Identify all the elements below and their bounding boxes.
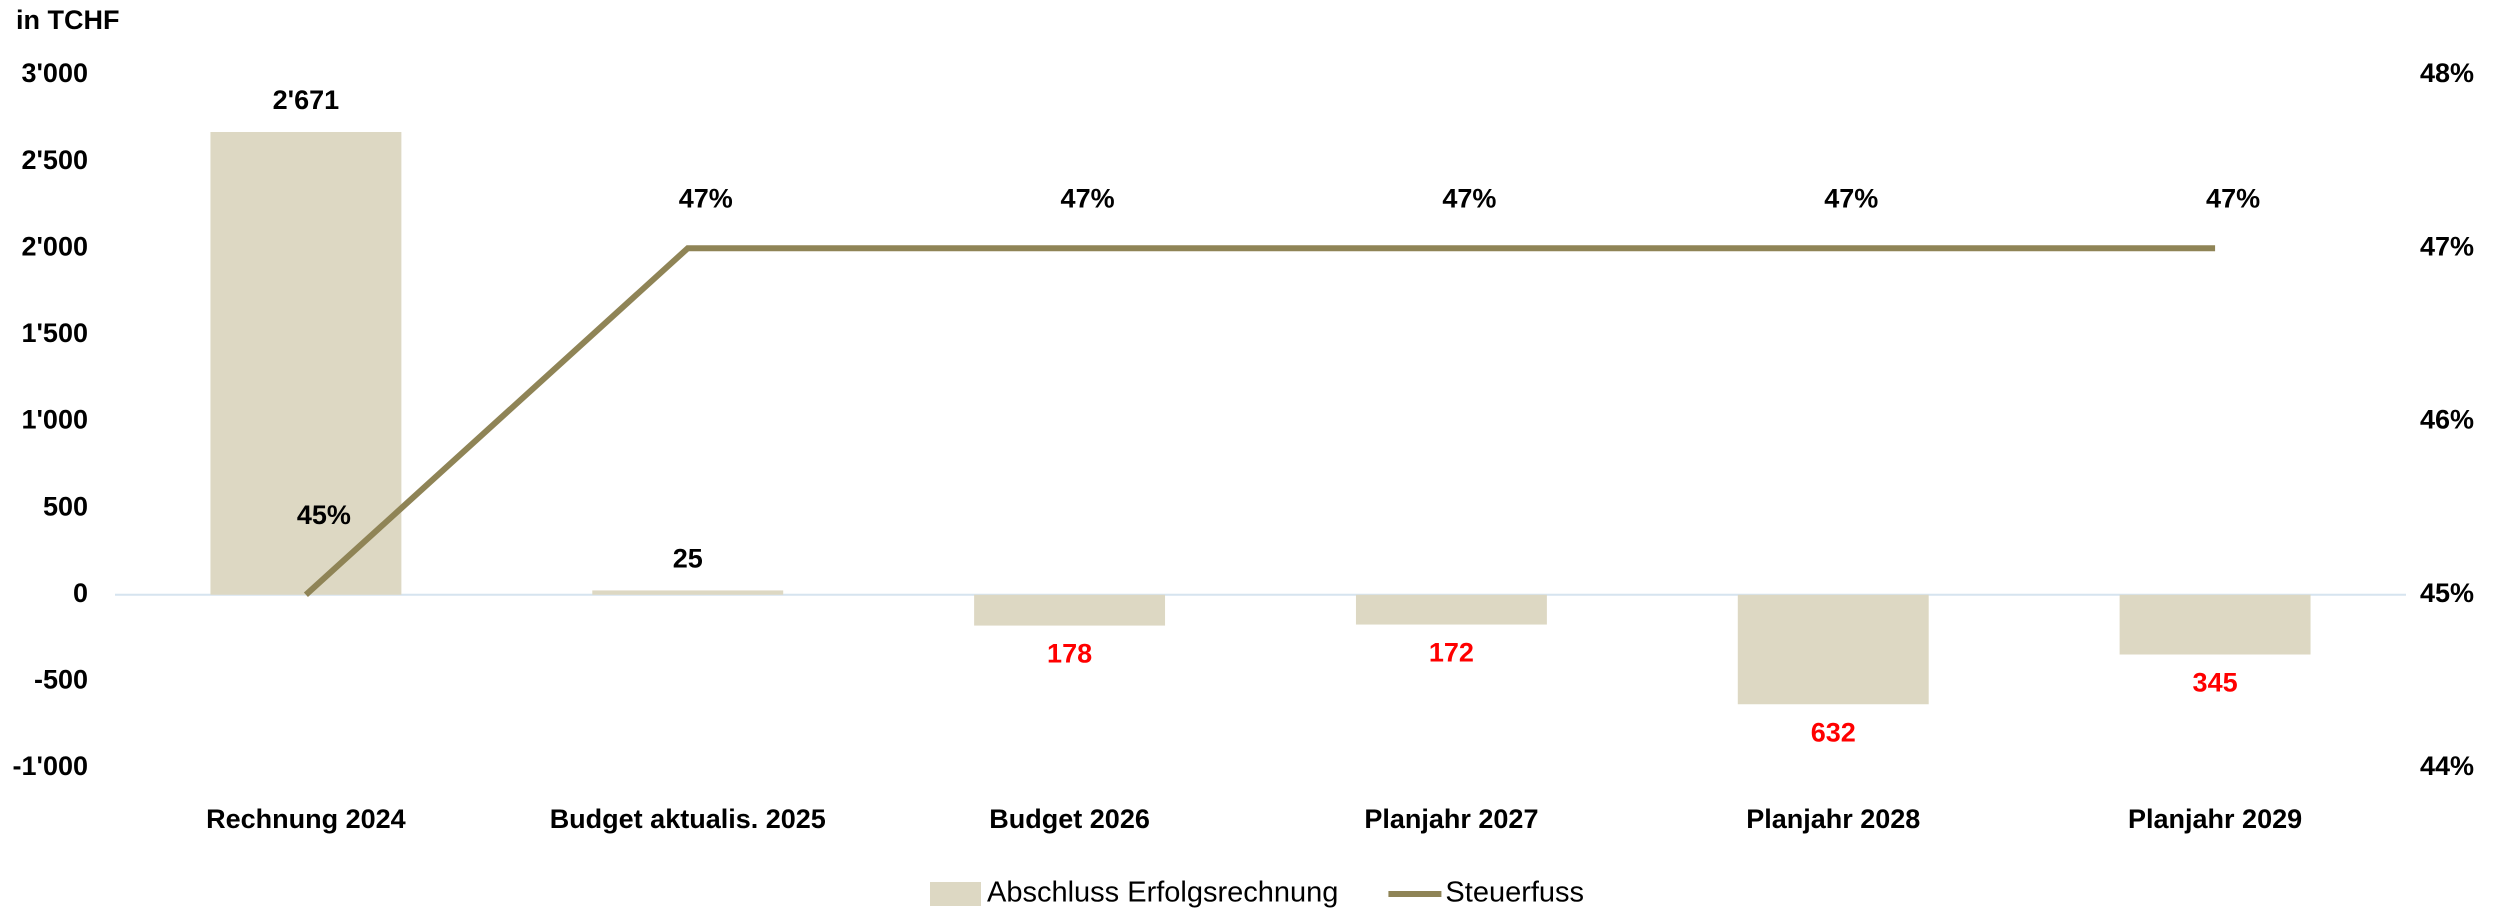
x-tick-label: Budget aktualis. 2025 — [550, 804, 826, 834]
unit-label: in TCHF — [16, 5, 119, 35]
data-label: 47% — [679, 183, 733, 213]
y2-tick-label: 45% — [2420, 578, 2474, 608]
data-label: 47% — [2206, 183, 2260, 213]
data-label: 172 — [1429, 638, 1474, 668]
line — [303, 245, 2216, 597]
bar — [592, 590, 784, 595]
data-label: 2'671 — [273, 85, 340, 115]
y2-tick-label: 48% — [2420, 58, 2474, 88]
data-label: 47% — [1442, 183, 1496, 213]
y-tick-label: 0 — [73, 578, 88, 608]
legend-swatch — [930, 882, 981, 906]
data-label: 25 — [673, 544, 703, 574]
data-label: 45% — [297, 500, 351, 530]
data-label: 47% — [1061, 183, 1115, 213]
x-tick-label: Planjahr 2027 — [1364, 804, 1538, 834]
legend-label: Abschluss Erfolgsrechnung — [987, 877, 1338, 909]
data-label: 47% — [1824, 183, 1878, 213]
data-label: 632 — [1811, 717, 1856, 747]
y-tick-label: 2'500 — [22, 145, 89, 175]
data-label: 345 — [2193, 668, 2238, 698]
y2-tick-label: 47% — [2420, 231, 2474, 261]
y-tick-label: 3'000 — [22, 58, 89, 88]
bar — [1355, 594, 1547, 625]
bar — [1737, 594, 1929, 705]
x-tick-label: Budget 2026 — [989, 804, 1150, 834]
y-tick-label: -1'000 — [13, 751, 88, 781]
x-tick-label: Planjahr 2029 — [2128, 804, 2302, 834]
y-tick-label: 1'000 — [22, 405, 89, 435]
y-tick-label: -500 — [34, 665, 88, 695]
bar — [2119, 594, 2311, 655]
y-tick-label: 1'500 — [22, 318, 89, 348]
bar — [210, 131, 402, 595]
x-tick-label: Planjahr 2028 — [1746, 804, 1920, 834]
y-tick-label: 500 — [43, 491, 88, 521]
y2-tick-label: 46% — [2420, 405, 2474, 435]
y2-tick-label: 44% — [2420, 751, 2474, 781]
y-tick-label: 2'000 — [22, 231, 89, 261]
data-label: 178 — [1047, 639, 1092, 669]
legend-label: Steuerfuss — [1445, 877, 1584, 909]
bar — [974, 594, 1166, 626]
x-tick-label: Rechnung 2024 — [206, 804, 406, 834]
